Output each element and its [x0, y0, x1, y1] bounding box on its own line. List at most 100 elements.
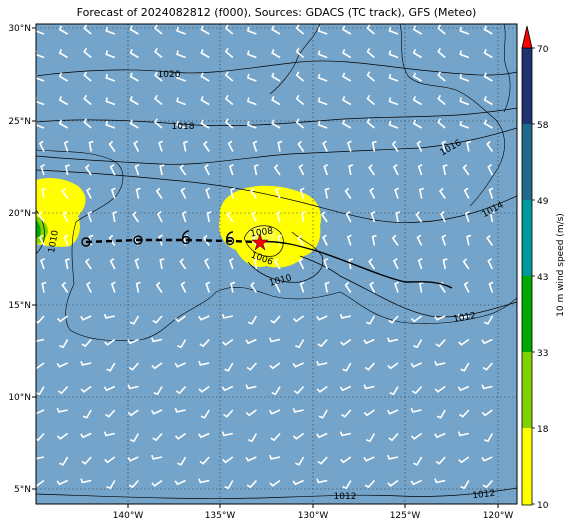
low-pressure-circle-icon	[81, 237, 91, 247]
wind-barb-icon	[58, 95, 68, 106]
wind-barb-icon	[36, 432, 45, 442]
wind-barb-icon	[322, 140, 328, 152]
wind-barb-icon	[155, 281, 163, 293]
tropical-cyclone-symbol-icon	[181, 230, 191, 245]
wind-barb-icon	[38, 234, 45, 246]
wind-barb-icon	[176, 26, 186, 35]
wind-barb-icon	[342, 480, 352, 490]
isobar-label: 1012	[453, 311, 477, 325]
wind-barb-icon	[391, 140, 399, 152]
wind-barb-icon	[36, 386, 45, 396]
wind-barb-icon	[365, 433, 376, 443]
wind-barb-icon	[323, 163, 329, 176]
wind-barb-icon	[295, 24, 305, 35]
longitude-labels: 140°W 135°W 130°W 125°W 120°W	[113, 511, 514, 521]
wind-barb-icon	[459, 97, 470, 106]
wind-barb-icon	[441, 140, 447, 152]
wind-barb-icon	[56, 315, 69, 323]
wind-barb-icon	[153, 386, 163, 396]
colorbar-tick: 10	[537, 501, 549, 511]
wind-barb-icon	[64, 164, 70, 176]
wind-barb-icon	[176, 120, 186, 129]
wind-barb-icon	[224, 480, 234, 490]
wind-barb-icon	[459, 50, 470, 59]
wind-barb-icon	[320, 211, 328, 223]
colorbar-tick: 18	[537, 425, 549, 435]
wind-barb-icon	[228, 257, 234, 270]
isobar-label: 1008	[250, 226, 274, 239]
wind-barb-icon	[224, 71, 234, 82]
wind-barb-icon	[246, 97, 257, 106]
wind-barb-icon	[316, 478, 328, 484]
wind-barb-icon	[324, 281, 330, 293]
wind-barb-icon	[199, 456, 210, 465]
wind-barb-icon	[318, 409, 328, 419]
wind-barb-icon	[364, 479, 375, 489]
wind-barb-icon	[56, 362, 68, 368]
wind-barb-icon	[177, 456, 187, 466]
wind-barb-icon	[412, 48, 422, 59]
wind-barb-icon	[104, 456, 116, 464]
wind-barb-icon	[221, 313, 233, 319]
wind-barb-icon	[269, 479, 281, 487]
wind-barb-icon	[246, 50, 257, 59]
wind-barb-icon	[158, 140, 163, 152]
wind-barb-icon	[346, 234, 352, 246]
wind-barb-icon	[135, 281, 141, 293]
wind-barb-icon	[295, 71, 305, 82]
wind-barb-icon	[56, 407, 68, 413]
wind-barb-icon	[295, 456, 305, 466]
wind-barb-icon	[56, 479, 68, 486]
wind-barb-icon	[158, 234, 163, 246]
wind-barb-icon	[486, 140, 494, 152]
wind-barb-icon	[250, 187, 258, 199]
wind-barb-icon	[202, 140, 210, 152]
wind-barb-icon	[458, 338, 470, 346]
wind-barb-icon	[230, 281, 236, 293]
wind-barb-icon	[176, 97, 186, 106]
wind-barb-icon	[483, 315, 494, 325]
wind-barb-icon	[268, 409, 281, 415]
wind-barb-icon	[416, 140, 423, 152]
wind-barb-icon	[246, 120, 257, 129]
wind-barb-icon	[159, 164, 165, 176]
colorbar-tick: 33	[537, 349, 548, 359]
wind-barb-icon	[300, 211, 306, 223]
wind-barb-icon	[293, 385, 305, 395]
wind-barb-icon	[298, 164, 305, 176]
wind-barb-icon	[437, 71, 446, 82]
wind-barb-icon	[366, 24, 375, 35]
wind-barb-icon	[297, 234, 305, 246]
wind-barb-icon	[252, 140, 258, 152]
wind-barb-icon	[346, 140, 352, 152]
wind-barb-icon	[391, 234, 399, 246]
past-track-line	[85, 238, 259, 244]
wind-barb-icon	[317, 97, 328, 106]
wind-barb-icon	[81, 338, 92, 348]
wind-barb-icon	[410, 479, 422, 486]
wind-barb-icon	[224, 362, 234, 372]
wind-barb-icon	[200, 48, 210, 59]
colorbar-segment	[522, 428, 532, 505]
wind-barb-icon	[371, 234, 377, 246]
wind-barb-icon	[292, 479, 304, 486]
wind-barb-icon	[106, 362, 116, 372]
wind-barb-icon	[317, 50, 328, 59]
wind-barb-icon	[366, 94, 375, 106]
wind-barb-icon	[392, 258, 399, 270]
wind-barb-icon	[58, 72, 68, 82]
wind-barb-icon	[222, 338, 234, 346]
wind-barb-icon	[387, 337, 399, 343]
wind-barb-icon	[251, 211, 258, 223]
colorbar-segment	[522, 276, 532, 352]
lat-label: 15°N	[8, 301, 31, 311]
wind-barb-icon	[459, 120, 470, 129]
wind-barb-icon	[366, 71, 375, 82]
wind-barb-icon	[176, 50, 186, 59]
wind-barb-icon	[204, 258, 210, 270]
wind-barb-icon	[466, 234, 472, 246]
wind-barb-icon	[154, 47, 163, 59]
axis-ticks	[32, 27, 499, 508]
wind-barb-icon	[295, 339, 305, 349]
